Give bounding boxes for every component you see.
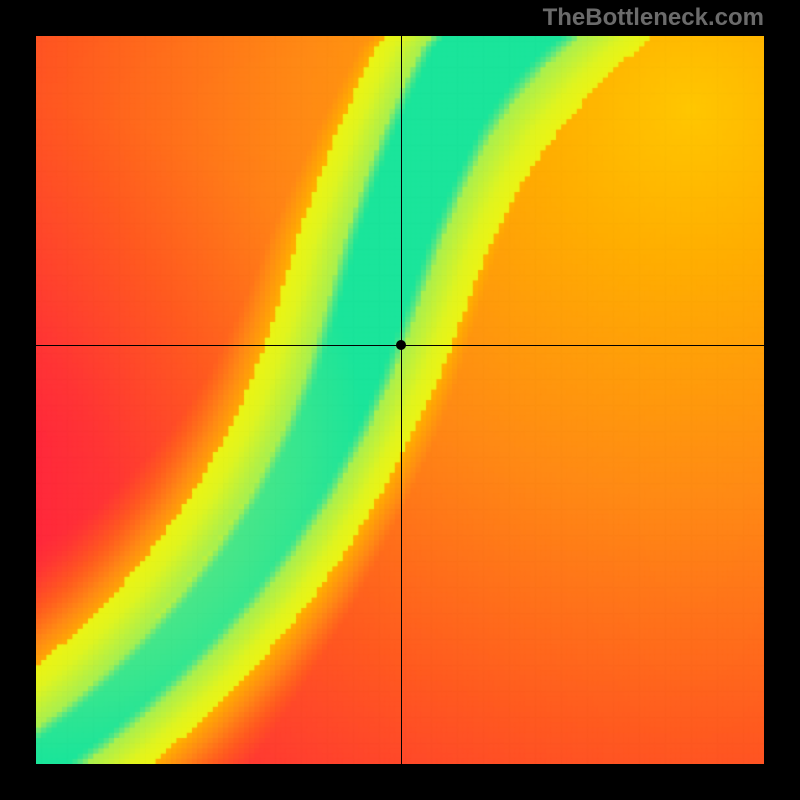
watermark-text: TheBottleneck.com (543, 6, 764, 30)
heatmap-canvas (36, 36, 764, 764)
chart-container: { "watermark": { "text": "TheBottleneck.… (0, 0, 800, 800)
